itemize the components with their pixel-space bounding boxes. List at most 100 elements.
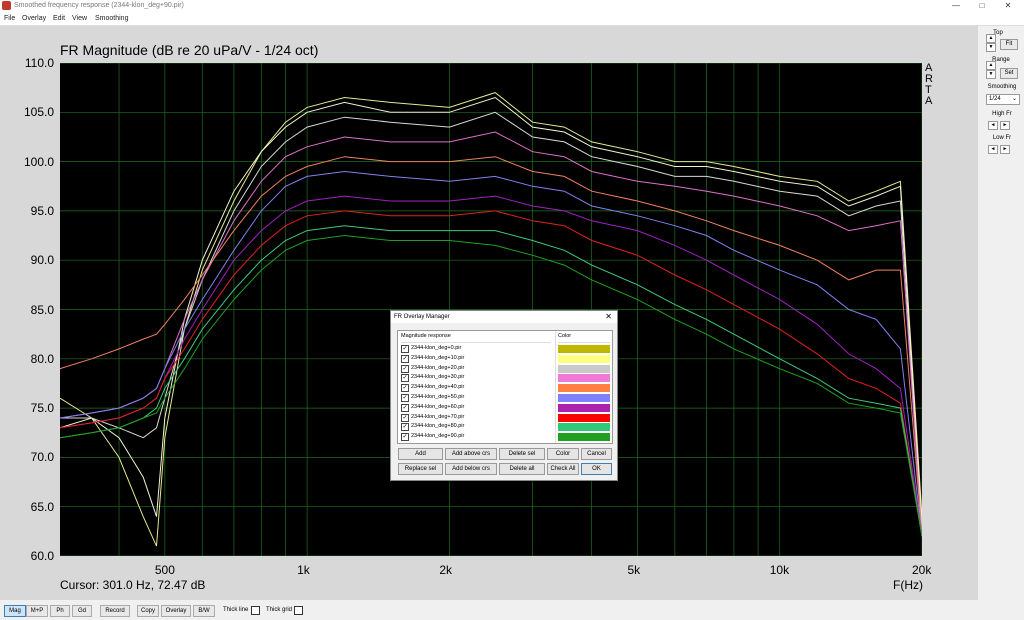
top-label: Top [993,30,1003,36]
low-fr-right-button[interactable]: ► [1000,145,1010,154]
overlay-row-name: 2344-klon_deg+20.pir [411,364,465,371]
y-tick-label: 110.0 [24,56,54,70]
dialog-close-button[interactable]: ✕ [605,312,612,321]
overlay-row-color-swatch[interactable] [558,374,610,383]
menu-smoothing[interactable]: Smoothing [95,15,129,22]
color-button[interactable]: Color [547,448,579,460]
overlay-row-name: 2344-klon_deg+0.pir [411,345,462,351]
gd-button[interactable]: Gd [72,605,92,617]
overlay-row[interactable]: ✓ 2344-klon_deg+50.pir [398,393,612,403]
smoothing-value: 1/24 [989,96,1001,102]
overlay-row[interactable]: ✓ 2344-klon_deg+90.pir [398,432,612,442]
arta-letter: A [925,62,933,74]
add-below-cursor-button[interactable]: Add below crs [445,463,497,475]
overlay-row-name: 2344-klon_deg+10.pir [411,354,465,361]
ph-button[interactable]: Ph [50,605,70,617]
y-tick-label: 85.0 [30,302,54,317]
column-header-color: Color [558,331,610,343]
x-axis-unit: F(Hz) [893,578,923,592]
dialog-title-bar: FR Overlay Manager ✕ [391,311,617,323]
overlay-row-checkbox[interactable]: ✓ [401,403,409,412]
overlay-row-color-swatch[interactable] [558,403,610,412]
overlay-row-checkbox[interactable]: ✓ [401,423,409,432]
chevron-down-icon: ⌄ [1011,96,1017,102]
overlay-row-name: 2344-klon_deg+90.pir [411,433,465,440]
fit-button[interactable]: Fit [1000,39,1018,50]
record-button[interactable]: Record [100,605,130,617]
thick-line-checkbox[interactable] [251,606,260,615]
mp-button[interactable]: M+P [26,605,48,617]
top-up-button[interactable]: ▲ [986,34,996,43]
overlay-row[interactable]: ✓ 2344-klon_deg+20.pir [398,364,612,374]
overlay-list: Magnitude response Color ✓ 2344-klon_deg+… [397,330,613,444]
x-tick-label: 1k [297,563,310,577]
minimize-button[interactable]: — [952,1,960,10]
arta-letter: A [925,95,933,107]
overlay-row-checkbox[interactable]: ✓ [401,394,409,402]
overlay-row[interactable]: ✓ 2344-klon_deg+10.pir [398,354,612,364]
overlay-row-color-swatch[interactable] [558,354,610,363]
high-fr-right-button[interactable]: ► [1000,121,1010,130]
cancel-button[interactable]: Cancel [581,448,612,460]
menu-overlay[interactable]: Overlay [22,15,47,22]
close-button[interactable]: ✕ [1004,1,1012,10]
arta-letter: R [925,73,933,85]
y-tick-label: 105.0 [23,105,54,120]
overlay-row-color-swatch[interactable] [558,394,610,402]
menu-edit[interactable]: Edit [53,15,66,22]
menu-file[interactable]: File [4,15,16,22]
overlay-row-name: 2344-klon_deg+50.pir [411,394,465,400]
x-tick-label: 2k [439,563,453,577]
overlay-row[interactable]: ✓ 2344-klon_deg+30.pir [398,373,612,383]
overlay-row[interactable]: ✓ 2344-klon_deg+70.pir [398,413,612,423]
set-button[interactable]: Set [1000,68,1018,79]
delete-all-button[interactable]: Delete all [499,463,545,475]
maximize-button[interactable]: □ [979,1,985,10]
overlay-row-checkbox[interactable]: ✓ [401,374,409,383]
overlay-row-name: 2344-klon_deg+30.pir [411,374,465,381]
high-fr-left-button[interactable]: ◄ [988,121,998,130]
overlay-row[interactable]: ✓ 2344-klon_deg+40.pir [398,383,612,393]
range-down-button[interactable]: ▼ [986,70,996,79]
delete-selected-button[interactable]: Delete sel [499,448,545,460]
add-above-cursor-button[interactable]: Add above crs [445,448,497,460]
add-button[interactable]: Add [398,448,443,460]
overlay-row-checkbox[interactable]: ✓ [401,354,409,363]
overlay-row-checkbox[interactable]: ✓ [401,433,409,442]
series-line [60,234,922,537]
overlay-row[interactable]: ✓ 2344-klon_deg+80.pir [398,422,612,432]
x-tick-label: 10k [769,563,790,577]
menu-bar: File Overlay Edit View Smoothing [0,12,1024,26]
replace-selected-button[interactable]: Replace sel [398,463,443,475]
smoothing-select[interactable]: 1/24 ⌄ [986,94,1020,105]
thick-grid-checkbox[interactable] [294,606,303,615]
overlay-row-color-swatch[interactable] [558,433,610,442]
overlay-row-color-swatch[interactable] [558,384,610,393]
overlay-row-color-swatch[interactable] [558,364,610,373]
bw-button[interactable]: B/W [193,605,215,617]
overlay-row-color-swatch[interactable] [558,423,610,432]
overlay-row-checkbox[interactable]: ✓ [401,345,409,353]
top-down-button[interactable]: ▼ [986,43,996,52]
series-line [60,156,922,537]
check-all-button[interactable]: Check All [547,463,579,475]
overlay-row-name: 2344-klon_deg+40.pir [411,384,465,391]
y-tick-label: 75.0 [30,401,54,416]
menu-view[interactable]: View [72,15,88,22]
overlay-row-color-swatch[interactable] [558,345,610,353]
overlay-row[interactable]: ✓ 2344-klon_deg+60.pir [398,403,612,413]
ok-button[interactable]: OK [581,463,612,475]
range-label: Range [992,57,1010,63]
overlay-row-checkbox[interactable]: ✓ [401,413,409,422]
overlay-row-checkbox[interactable]: ✓ [401,384,409,393]
range-up-button[interactable]: ▲ [986,61,996,70]
overlay-manager-dialog: FR Overlay Manager ✕ Magnitude response … [390,310,618,481]
overlay-row-color-swatch[interactable] [558,413,610,422]
overlay-row[interactable]: ✓ 2344-klon_deg+0.pir [398,344,612,354]
mag-button[interactable]: Mag [4,605,26,617]
overlay-row-checkbox[interactable]: ✓ [401,364,409,373]
overlay-button[interactable]: Overlay [161,605,191,617]
low-fr-left-button[interactable]: ◄ [988,145,998,154]
low-fr-label: Low Fr [992,135,1012,141]
copy-button[interactable]: Copy [137,605,159,617]
